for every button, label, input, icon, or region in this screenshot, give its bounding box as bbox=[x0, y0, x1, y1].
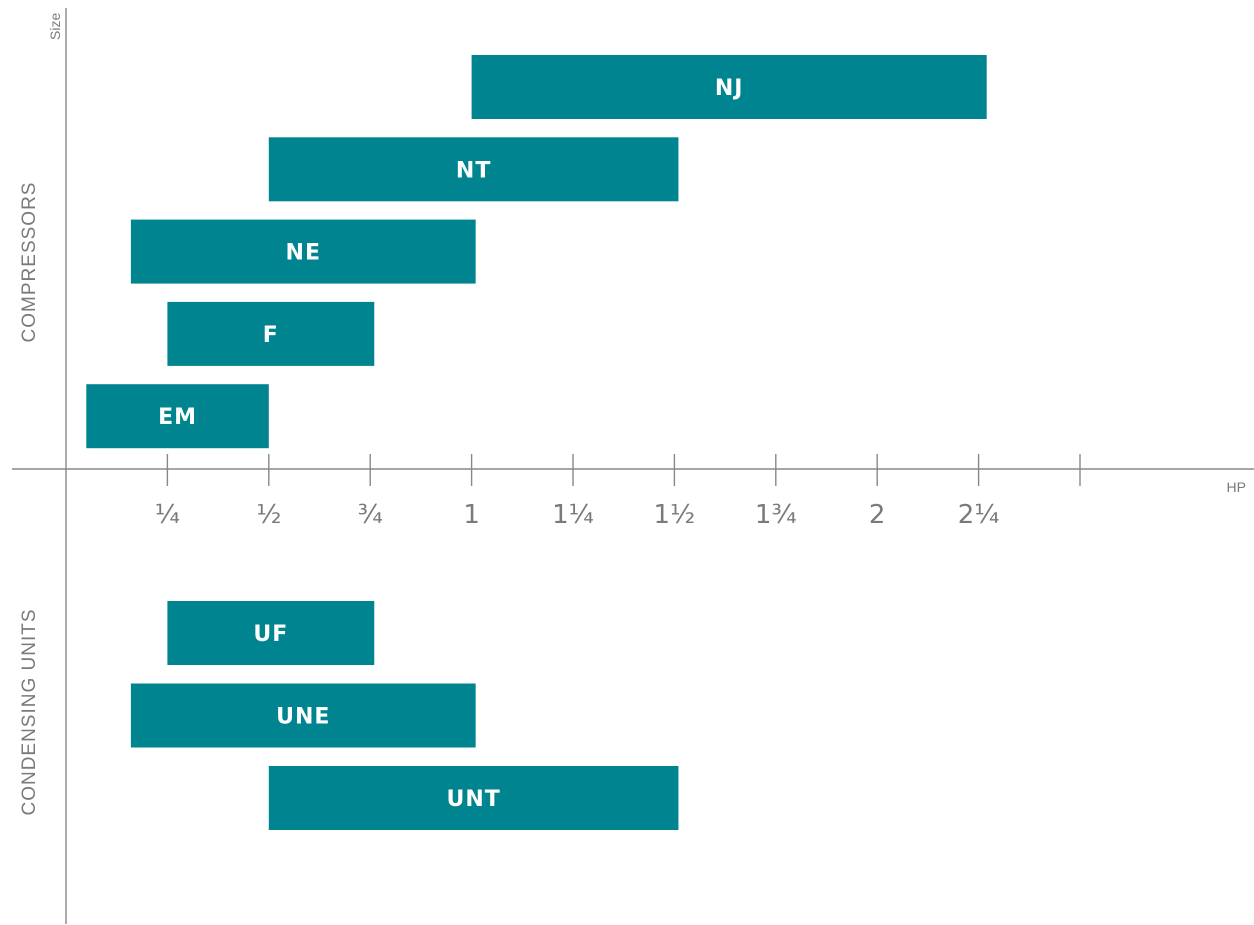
bar-unt bbox=[268, 766, 679, 830]
bar-ne bbox=[130, 219, 476, 284]
group-label-condensing-units: CONDENSING UNITS bbox=[19, 608, 40, 815]
bar-label-nj: NJ bbox=[715, 76, 744, 101]
bar-em bbox=[86, 384, 269, 449]
bar-label-em: EM bbox=[158, 405, 197, 430]
bar-label-uf: UF bbox=[253, 622, 288, 647]
bar-label-unt: UNT bbox=[446, 787, 500, 812]
x-tick-label: ¾ bbox=[358, 500, 383, 530]
bar-f bbox=[167, 301, 375, 366]
x-tick-label: ½ bbox=[256, 500, 281, 530]
x-tick-label: 1½ bbox=[654, 500, 696, 530]
bar-label-f: F bbox=[263, 323, 279, 348]
x-tick-label: 1 bbox=[463, 500, 480, 530]
x-axis-title: HP bbox=[1227, 479, 1246, 495]
bar-label-ne: NE bbox=[286, 241, 321, 266]
bar-nt bbox=[268, 137, 679, 202]
x-axis-ticks: ¼ ½ ¾ 1 1¼ 1½ 1¾ 2 2¼ bbox=[155, 454, 1081, 530]
x-tick-label: 2 bbox=[869, 500, 886, 530]
x-tick-label: 1¼ bbox=[552, 500, 594, 530]
x-tick-label: 2¼ bbox=[958, 500, 1000, 530]
range-bars: NJ NT NE F EM UF UNE UNT bbox=[86, 55, 987, 830]
bar-nj bbox=[471, 55, 987, 119]
x-tick-label: ¼ bbox=[155, 500, 180, 530]
bar-label-nt: NT bbox=[456, 158, 491, 183]
x-tick-label: 1¾ bbox=[755, 500, 797, 530]
group-label-compressors: COMPRESSORS bbox=[19, 182, 40, 343]
bar-une bbox=[130, 683, 476, 748]
y-axis-title: Size bbox=[47, 13, 63, 40]
bar-label-une: UNE bbox=[276, 705, 330, 730]
bar-uf bbox=[167, 601, 375, 665]
